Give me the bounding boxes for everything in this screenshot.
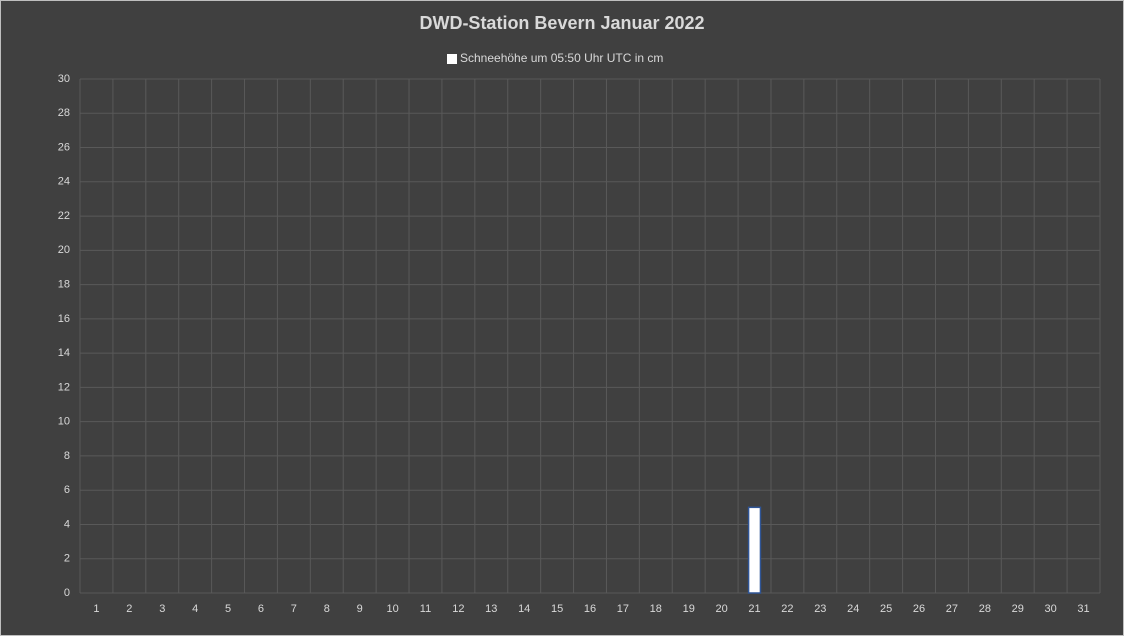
- x-tick-label: 31: [1077, 603, 1089, 615]
- x-tick-label: 10: [386, 603, 398, 615]
- x-tick-label: 29: [1012, 603, 1024, 615]
- y-tick-label: 8: [64, 450, 70, 462]
- y-tick-label: 30: [58, 73, 70, 85]
- legend-swatch: [447, 54, 457, 64]
- x-tick-label: 22: [781, 603, 793, 615]
- x-tick-label: 9: [357, 603, 363, 615]
- x-tick-label: 16: [584, 603, 596, 615]
- y-tick-label: 14: [58, 347, 70, 359]
- x-tick-label: 28: [979, 603, 991, 615]
- x-tick-label: 23: [814, 603, 826, 615]
- x-tick-label: 30: [1045, 603, 1057, 615]
- x-tick-label: 5: [225, 603, 231, 615]
- x-tick-label: 4: [192, 603, 198, 615]
- x-tick-label: 27: [946, 603, 958, 615]
- x-tick-label: 26: [913, 603, 925, 615]
- x-tick-label: 12: [452, 603, 464, 615]
- y-tick-label: 0: [64, 587, 70, 599]
- chart-title: DWD-Station Bevern Januar 2022: [419, 13, 704, 33]
- x-tick-label: 21: [748, 603, 760, 615]
- y-tick-label: 20: [58, 244, 70, 256]
- y-tick-label: 26: [58, 141, 70, 153]
- x-tick-label: 1: [93, 603, 99, 615]
- x-tick-label: 18: [650, 603, 662, 615]
- x-tick-label: 6: [258, 603, 264, 615]
- y-tick-label: 12: [58, 381, 70, 393]
- x-tick-label: 8: [324, 603, 330, 615]
- x-tick-label: 7: [291, 603, 297, 615]
- x-tick-label: 25: [880, 603, 892, 615]
- x-tick-label: 17: [617, 603, 629, 615]
- x-tick-label: 15: [551, 603, 563, 615]
- y-tick-label: 18: [58, 279, 70, 291]
- x-tick-label: 19: [683, 603, 695, 615]
- x-tick-label: 24: [847, 603, 859, 615]
- y-tick-label: 24: [58, 176, 70, 188]
- x-tick-label: 13: [485, 603, 497, 615]
- legend-label: Schneehöhe um 05:50 Uhr UTC in cm: [460, 51, 663, 65]
- x-tick-label: 20: [715, 603, 727, 615]
- y-tick-label: 6: [64, 484, 70, 496]
- y-tick-label: 22: [58, 210, 70, 222]
- y-tick-label: 2: [64, 553, 70, 565]
- bar: [747, 506, 762, 594]
- x-tick-label: 3: [159, 603, 165, 615]
- y-tick-label: 4: [64, 518, 70, 530]
- x-tick-label: 2: [126, 603, 132, 615]
- y-tick-label: 10: [58, 416, 70, 428]
- x-tick-label: 14: [518, 603, 530, 615]
- x-tick-label: 11: [420, 603, 431, 615]
- y-tick-label: 28: [58, 107, 70, 119]
- y-tick-label: 16: [58, 313, 70, 325]
